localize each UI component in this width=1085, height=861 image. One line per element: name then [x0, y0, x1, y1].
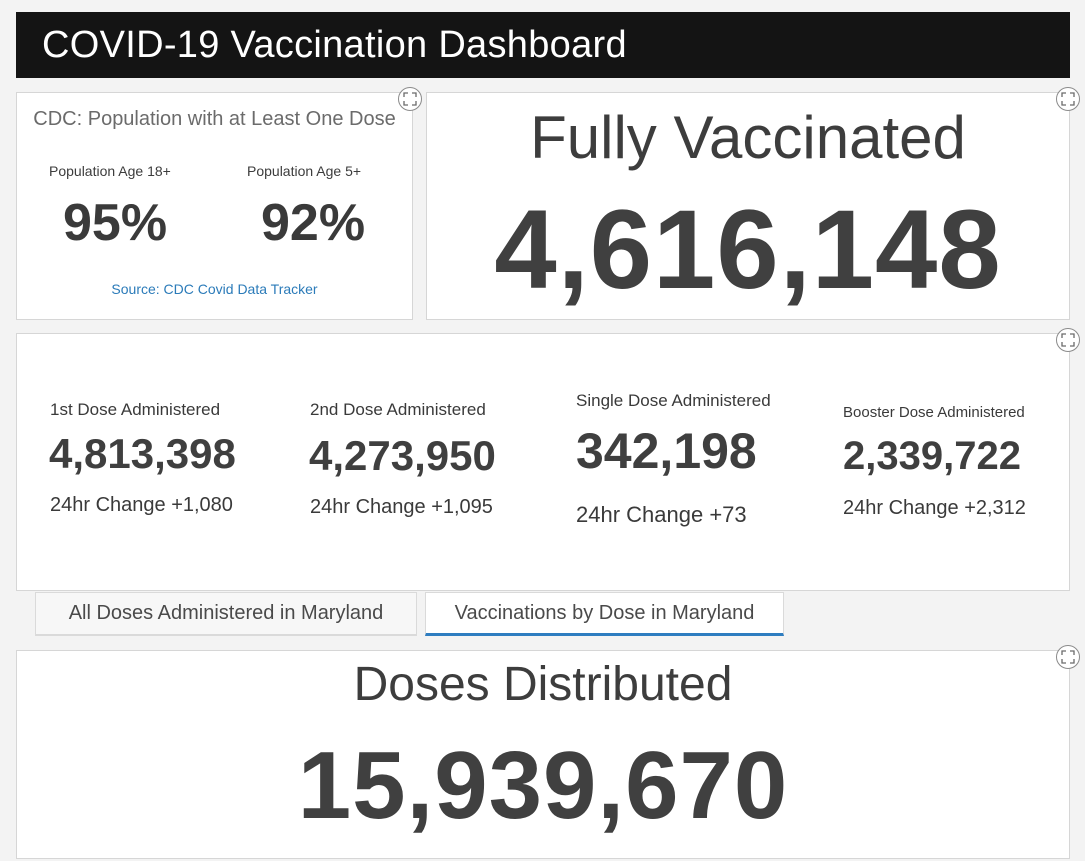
- tab-vaccinations-by-dose-label: Vaccinations by Dose in Maryland: [454, 601, 755, 624]
- tab-all-doses[interactable]: All Doses Administered in Maryland: [35, 592, 417, 636]
- booster-dose-label: Booster Dose Administered: [843, 404, 1025, 421]
- expand-icon[interactable]: [1056, 87, 1080, 111]
- booster-dose-value: 2,339,722: [843, 434, 1021, 478]
- age-5-value: 92%: [261, 194, 366, 252]
- second-dose-label: 2nd Dose Administered: [310, 400, 486, 419]
- age-5-label: Population Age 5+: [247, 163, 362, 179]
- age-18-label: Population Age 18+: [49, 163, 171, 179]
- second-dose-value: 4,273,950: [309, 432, 496, 479]
- first-dose-label: 1st Dose Administered: [50, 400, 221, 419]
- second-dose-change: 24hr Change +1,095: [310, 496, 493, 518]
- expand-icon[interactable]: [1056, 645, 1080, 669]
- fully-vaccinated-value: 4,616,148: [494, 187, 1002, 312]
- single-dose-value: 342,198: [576, 423, 757, 479]
- cdc-population-panel: CDC: Population with at Least One Dose P…: [16, 92, 413, 320]
- doses-distributed-title: Doses Distributed: [353, 658, 733, 711]
- first-dose-change: 24hr Change +1,080: [50, 494, 233, 516]
- first-dose-value: 4,813,398: [49, 430, 236, 477]
- fully-vaccinated-title: Fully Vaccinated: [530, 104, 966, 171]
- expand-icon[interactable]: [398, 87, 422, 111]
- age-18-value: 95%: [63, 194, 168, 252]
- cdc-source-link[interactable]: Source: CDC Covid Data Tracker: [111, 281, 318, 297]
- doses-distributed-value: 15,939,670: [297, 732, 789, 839]
- tab-vaccinations-by-dose[interactable]: Vaccinations by Dose in Maryland: [425, 592, 784, 636]
- single-dose-label: Single Dose Administered: [576, 391, 771, 410]
- dashboard-title: COVID-19 Vaccination Dashboard: [42, 23, 627, 66]
- tab-all-doses-label: All Doses Administered in Maryland: [68, 602, 384, 624]
- fully-vaccinated-panel: Fully Vaccinated 4,616,148: [426, 92, 1070, 320]
- expand-icon[interactable]: [1056, 328, 1080, 352]
- doses-administered-panel: 1st Dose Administered 4,813,398 24hr Cha…: [16, 333, 1070, 591]
- doses-distributed-panel: Doses Distributed 15,939,670: [16, 650, 1070, 859]
- booster-dose-change: 24hr Change +2,312: [843, 497, 1026, 519]
- dashboard-header: COVID-19 Vaccination Dashboard: [16, 12, 1070, 78]
- single-dose-change: 24hr Change +73: [576, 502, 747, 527]
- cdc-panel-title: CDC: Population with at Least One Dose: [33, 108, 396, 130]
